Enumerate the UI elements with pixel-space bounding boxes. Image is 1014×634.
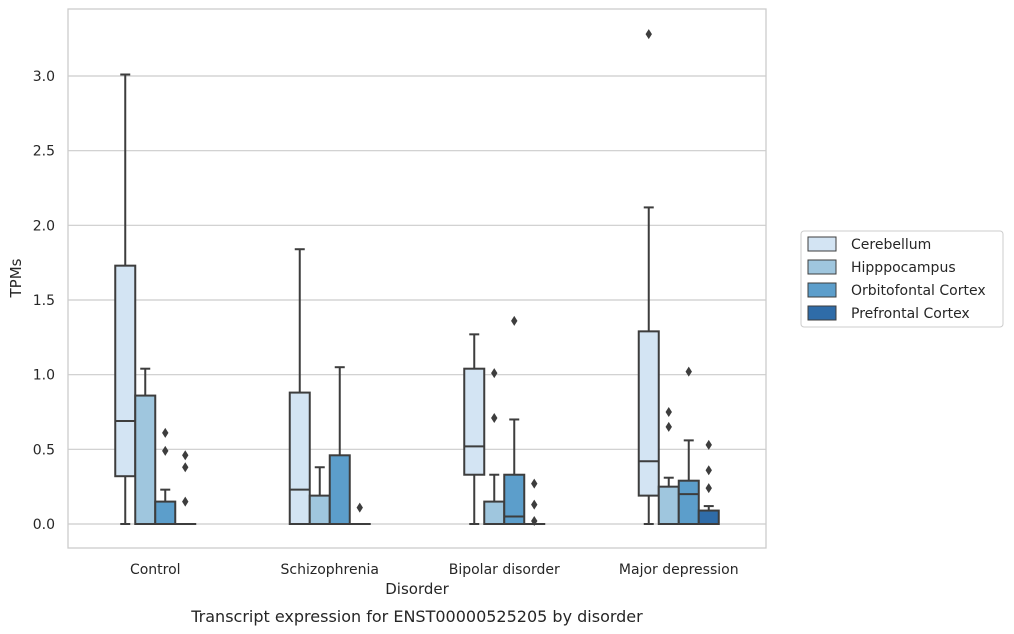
- outlier-point: [182, 462, 189, 473]
- y-tick-label: 0.5: [33, 442, 55, 458]
- y-tick-label: 0.0: [33, 517, 55, 533]
- category-group: [114, 73, 197, 526]
- box-element: [483, 368, 506, 526]
- box-iqr: [483, 500, 506, 526]
- outlier-point: [491, 368, 498, 379]
- box-element: [308, 466, 331, 526]
- category-group: [637, 29, 720, 525]
- legend-item: Hipppocampus: [807, 259, 956, 276]
- box-element: [134, 367, 157, 525]
- legend-label: Orbitofontal Cortex: [851, 283, 986, 299]
- outlier-point: [511, 315, 518, 326]
- category-group: [463, 315, 546, 527]
- box-iqr: [288, 391, 311, 525]
- outlier-point: [162, 427, 169, 438]
- outlier-point: [531, 478, 538, 489]
- y-tick-labels: 0.0 0.5 1.0 1.5 2.0 2.5 3.0: [33, 69, 55, 533]
- outlier-point: [705, 483, 712, 494]
- legend-label: Prefrontal Cortex: [851, 306, 970, 322]
- box-element: [523, 478, 546, 527]
- y-gridlines: [68, 75, 766, 525]
- x-tick-label: Schizophrenia: [281, 562, 379, 578]
- box-element: [288, 248, 311, 525]
- box-iqr: [154, 500, 177, 526]
- box-element: [637, 29, 660, 525]
- y-tick-label: 2.0: [33, 218, 55, 234]
- outlier-point: [162, 445, 169, 456]
- legend-label: Cerebellum: [851, 237, 931, 253]
- box-iqr: [657, 485, 680, 525]
- outlier-point: [531, 516, 538, 527]
- legend-swatch: [807, 305, 837, 321]
- outlier-point: [705, 439, 712, 450]
- box-element: [328, 366, 351, 526]
- category-group: [288, 248, 371, 526]
- plot-area-frame: [67, 8, 767, 549]
- outlier-point: [182, 496, 189, 507]
- box-element: [463, 333, 486, 525]
- box-element: [174, 450, 197, 526]
- x-tick-label: Control: [130, 562, 181, 578]
- y-tick-label: 1.5: [33, 293, 55, 309]
- box-element: [154, 427, 177, 526]
- box-iqr: [114, 264, 137, 478]
- outlier-point: [491, 412, 498, 423]
- legend-item: Cerebellum: [807, 236, 931, 253]
- outlier-point: [665, 421, 672, 432]
- legend-item: Orbitofontal Cortex: [807, 282, 986, 299]
- y-tick-label: 1.0: [33, 368, 55, 384]
- outlier-point: [685, 366, 692, 377]
- box-iqr: [134, 394, 157, 525]
- x-tick-label: Major depression: [619, 562, 739, 578]
- outlier-point: [705, 465, 712, 476]
- x-tick-label: Bipolar disorder: [449, 562, 560, 578]
- box-iqr: [463, 367, 486, 476]
- box-element: [503, 315, 526, 525]
- y-axis-title: TPMs: [7, 258, 25, 298]
- legend-swatch: [807, 259, 837, 275]
- box-iqr: [503, 473, 526, 525]
- box-element: [677, 366, 700, 525]
- box-iqr: [328, 454, 351, 526]
- box-element: [697, 439, 720, 525]
- legend-frame: [800, 230, 1004, 328]
- box-iqr: [697, 509, 720, 525]
- box-element: [348, 502, 371, 526]
- box-iqr: [637, 330, 660, 497]
- legend: Cerebellum Hipppocampus Orbitofontal Corte…: [800, 230, 1004, 328]
- x-axis-title: Disorder: [385, 580, 449, 598]
- y-tick-label: 3.0: [33, 69, 55, 85]
- outlier-point: [356, 502, 363, 513]
- legend-swatch: [807, 236, 837, 252]
- outlier-point: [531, 499, 538, 510]
- box-groups: [114, 29, 720, 527]
- box-iqr: [308, 494, 331, 526]
- x-tick-labels: Control Schizophrenia Bipolar disorder Majo…: [130, 562, 739, 578]
- legend-item: Prefrontal Cortex: [807, 305, 970, 322]
- outlier-point: [182, 450, 189, 461]
- chart-caption: Transcript expression for ENST0000052520…: [190, 607, 643, 626]
- box-element: [114, 73, 137, 525]
- box-iqr: [677, 479, 700, 525]
- legend-swatch: [807, 282, 837, 298]
- legend-label: Hipppocampus: [851, 260, 956, 276]
- outlier-point: [665, 407, 672, 417]
- y-tick-label: 2.5: [33, 144, 55, 160]
- outlier-point: [645, 29, 652, 40]
